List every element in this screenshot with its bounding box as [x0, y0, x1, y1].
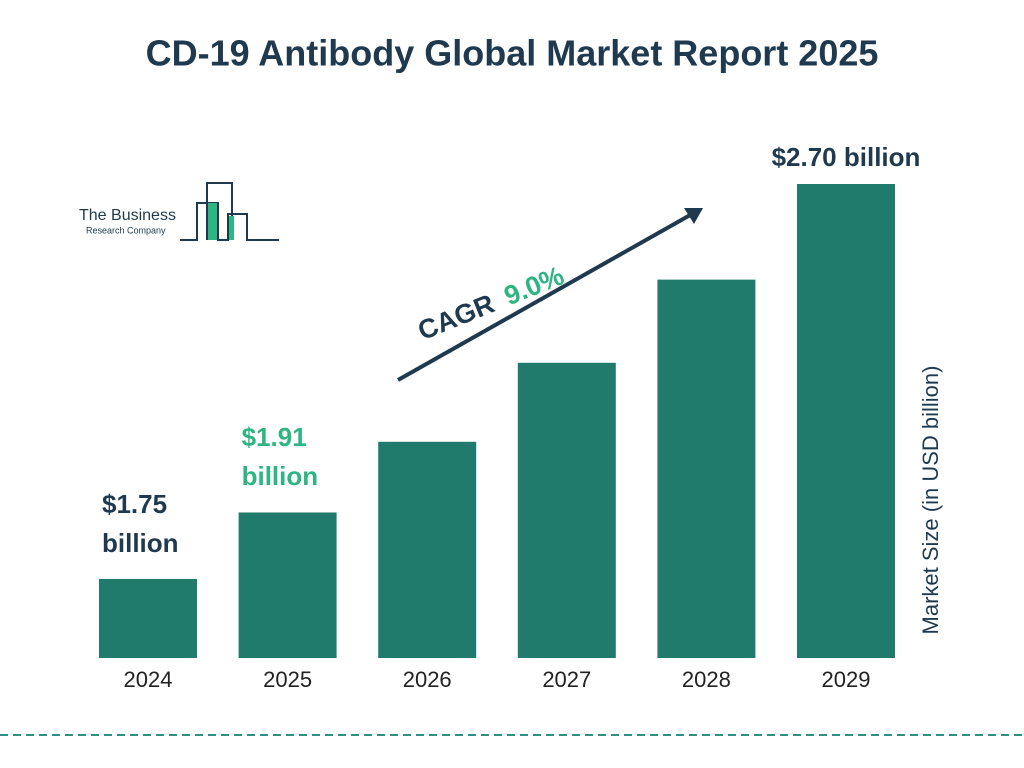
value-label: $1.91 billion [241, 422, 319, 492]
bar [99, 579, 197, 658]
value-label: $2.70 billion [771, 142, 921, 172]
value-label: $1.75 billion [102, 489, 179, 558]
chart-title: CD-19 Antibody Global Market Report 2025 [146, 33, 879, 74]
x-tick-label: 2024 [124, 667, 173, 692]
y-axis-label: Market Size (in USD billion) [918, 366, 943, 635]
bar [657, 279, 756, 658]
x-tick-label: 2028 [682, 667, 731, 692]
bar [238, 512, 337, 658]
bar [797, 184, 895, 658]
cagr-annotation: CAGR 9.0% [397, 208, 703, 382]
bar [517, 362, 616, 658]
logo-subtext: Research Company [86, 225, 166, 235]
x-tick-label: 2025 [263, 667, 312, 692]
cagr-text: CAGR 9.0% [414, 260, 569, 346]
cagr-label: CAGR [414, 289, 499, 347]
x-tick-label: 2029 [822, 667, 871, 692]
logo: The Business Research Company [79, 182, 279, 241]
logo-text: The Business [79, 207, 176, 224]
x-tick-label: 2027 [542, 667, 591, 692]
x-tick-label: 2026 [403, 667, 452, 692]
bar [378, 441, 477, 658]
